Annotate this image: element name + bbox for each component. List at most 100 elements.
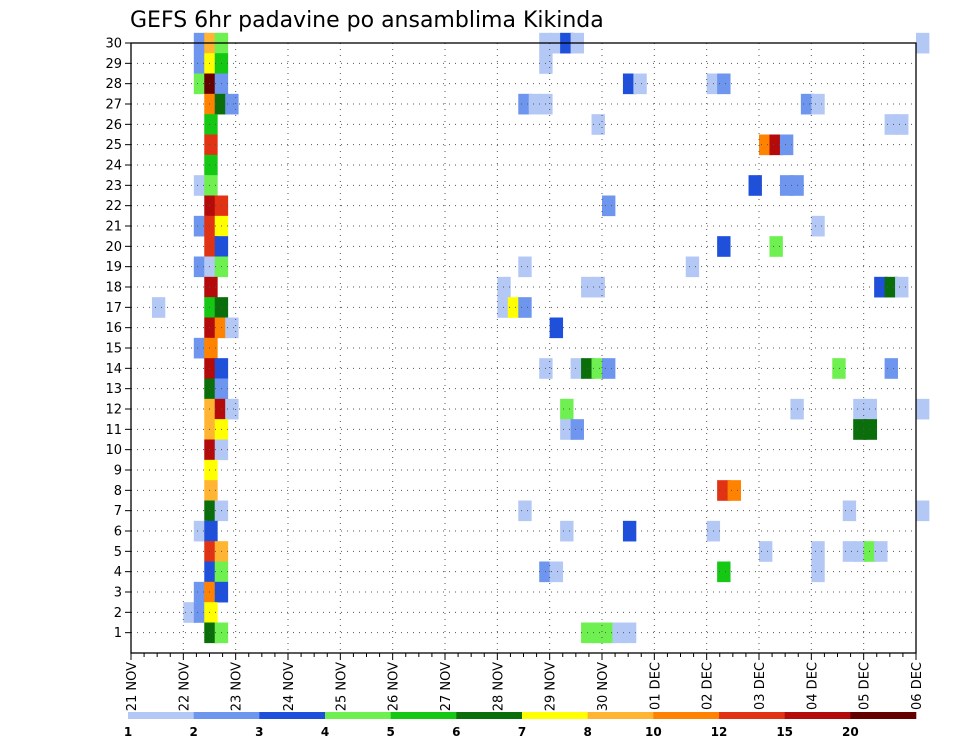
heatmap-cell xyxy=(874,541,888,562)
heatmap-cell xyxy=(183,602,197,623)
heatmap-cell xyxy=(193,73,208,95)
heatmap-cell xyxy=(225,317,239,339)
heatmap-cell xyxy=(874,276,888,298)
heatmap-cell xyxy=(560,398,574,420)
heatmap-cell xyxy=(633,73,647,95)
heatmap-cell xyxy=(204,297,218,318)
x-tick-label: 27 NOV xyxy=(439,662,454,711)
y-tick-label: 5 xyxy=(114,545,122,560)
y-tick-label: 30 xyxy=(105,37,122,52)
heatmap-cell xyxy=(204,581,218,603)
heatmap-cell xyxy=(204,175,218,196)
x-tick-label: 29 NOV xyxy=(544,662,559,711)
colorbar-swatch xyxy=(456,712,523,719)
heatmap-cell xyxy=(204,73,218,95)
heatmap-cell xyxy=(204,276,218,298)
heatmap-cell xyxy=(612,622,626,644)
heatmap-cell xyxy=(842,500,857,522)
heatmap-cell xyxy=(204,439,218,461)
colorbar-swatch xyxy=(259,712,326,719)
colorbar-label: 10 xyxy=(645,725,662,739)
heatmap-cell xyxy=(204,337,218,359)
heatmap-cell xyxy=(204,215,218,237)
heatmap-cell xyxy=(602,622,616,644)
chart-title: GEFS 6hr padavine po ansamblima Kikinda xyxy=(130,8,604,33)
heatmap-cell xyxy=(518,256,532,278)
y-tick-label: 18 xyxy=(105,281,122,296)
colorbar-swatch xyxy=(522,712,588,719)
heatmap-cell xyxy=(193,520,208,542)
heatmap-cell xyxy=(602,195,616,217)
heatmap-cell xyxy=(717,236,731,257)
colorbar-swatch xyxy=(325,712,391,719)
heatmap-cell xyxy=(193,215,208,237)
heatmap-cell xyxy=(518,93,532,115)
x-tick-label: 04 DEC xyxy=(805,662,820,710)
x-tick-label: 05 DEC xyxy=(858,662,873,710)
heatmap-cell xyxy=(591,276,605,298)
y-tick-label: 25 xyxy=(105,138,122,153)
heatmap-cells xyxy=(151,32,930,644)
heatmap-cell xyxy=(895,114,909,135)
x-tick-label: 30 NOV xyxy=(596,662,611,711)
heatmap-cell xyxy=(685,256,700,278)
heatmap-cell xyxy=(193,175,208,196)
heatmap-cell xyxy=(811,541,825,562)
y-tick-label: 6 xyxy=(114,525,122,540)
y-axis-ticks: 1234567891011121314151617181920212223242… xyxy=(105,37,131,641)
grid-lines xyxy=(130,42,917,653)
x-tick-label: 24 NOV xyxy=(282,662,297,711)
heatmap-cell xyxy=(204,602,218,623)
x-tick-label: 01 DEC xyxy=(648,662,663,710)
heatmap-cell xyxy=(717,480,731,501)
x-tick-label: 03 DEC xyxy=(753,662,768,710)
y-tick-label: 19 xyxy=(105,260,122,275)
heatmap-cell xyxy=(602,358,616,379)
y-tick-label: 27 xyxy=(105,98,122,113)
heatmap-cell xyxy=(759,541,773,562)
heatmap-cell xyxy=(204,256,218,278)
y-tick-label: 16 xyxy=(105,321,122,336)
heatmap-cell xyxy=(518,297,532,318)
heatmap-cell xyxy=(204,622,218,644)
colorbar-swatch xyxy=(850,712,917,719)
y-tick-label: 1 xyxy=(114,626,122,641)
y-tick-label: 13 xyxy=(105,382,122,397)
x-tick-label: 23 NOV xyxy=(230,662,245,711)
heatmap-cell xyxy=(507,297,522,318)
heatmap-cell xyxy=(193,256,208,278)
colorbar-swatch xyxy=(653,712,720,719)
heatmap-cell xyxy=(204,317,218,339)
colorbar-label: 7 xyxy=(518,725,526,739)
y-tick-label: 15 xyxy=(105,342,122,357)
heatmap-cell xyxy=(853,419,867,440)
heatmap-cell xyxy=(916,500,930,522)
heatmap-cell xyxy=(151,297,166,318)
heatmap-cell xyxy=(727,480,741,501)
heatmap-cell xyxy=(204,398,218,420)
heatmap-cell xyxy=(193,581,208,603)
heatmap-cell xyxy=(570,419,584,440)
y-tick-label: 23 xyxy=(105,179,122,194)
y-tick-label: 17 xyxy=(105,301,122,316)
y-tick-label: 26 xyxy=(105,118,122,133)
heatmap-cell xyxy=(769,236,783,257)
heatmap-cell xyxy=(779,134,794,156)
x-tick-label: 26 NOV xyxy=(387,662,402,711)
y-tick-label: 10 xyxy=(105,443,122,458)
y-tick-label: 14 xyxy=(105,362,122,377)
x-axis-ticks: 21 NOV 22 NOV 23 NOV 24 NOV 25 NOV 26 NOV 27 N… xyxy=(125,653,925,711)
heatmap-cell xyxy=(832,358,846,379)
heatmap-cell xyxy=(853,541,867,562)
colorbar-label: 3 xyxy=(255,725,263,739)
colorbar-swatch xyxy=(587,712,654,719)
heatmap-cell xyxy=(204,53,218,74)
x-tick-label: 22 NOV xyxy=(177,662,192,711)
heatmap-cell xyxy=(193,602,208,623)
heatmap-cell xyxy=(560,419,574,440)
y-tick-label: 3 xyxy=(114,586,122,601)
y-tick-label: 22 xyxy=(105,199,122,214)
x-tick-label: 02 DEC xyxy=(701,662,716,710)
heatmap-cell xyxy=(549,561,564,583)
